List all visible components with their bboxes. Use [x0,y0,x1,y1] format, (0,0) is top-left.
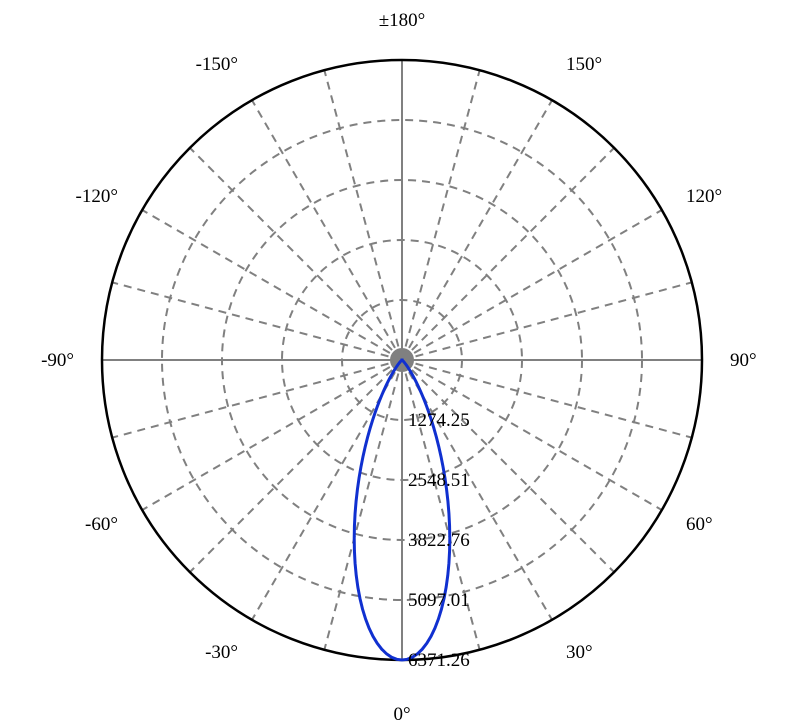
polar-chart-svg: 1274.25 2548.51 3822.76 5097.01 6371.26 ±180°… [0,0,804,723]
angle-tick-label: -150° [196,54,238,75]
grid-spoke [402,100,552,360]
angle-tick-label: 0° [393,704,410,723]
radial-tick-label: 3822.76 [408,530,470,551]
grid-spoke [142,210,402,360]
grid-spoke [324,70,402,360]
grid-spoke [252,100,402,360]
grid-spoke [402,282,692,360]
grid-spoke [190,360,402,572]
grid-spoke [402,148,614,360]
angle-tick-label: -60° [85,514,118,535]
grid-spoke [112,360,402,438]
polar-chart-container: 1274.25 2548.51 3822.76 5097.01 6371.26 ±180°… [0,0,804,723]
angle-tick-label: 30° [566,642,593,663]
radial-tick-label: 2548.51 [408,470,470,491]
angle-tick-label: ±180° [379,10,426,31]
angle-tick-label: 60° [686,514,713,535]
grid-spoke [190,148,402,360]
radial-tick-label: 5097.01 [408,590,470,611]
angle-tick-label: 120° [686,186,722,207]
angle-tick-label: 90° [730,350,757,371]
grid-spoke [142,360,402,510]
angle-tick-label: -120° [76,186,118,207]
angle-tick-label: -90° [41,350,74,371]
angle-tick-label: 150° [566,54,602,75]
angle-tick-label: -30° [205,642,238,663]
radial-tick-label: 1274.25 [408,410,470,431]
grid-spoke [112,282,402,360]
radial-tick-label: 6371.26 [408,650,470,671]
grid-spoke [402,210,662,360]
grid-spoke [402,70,480,360]
